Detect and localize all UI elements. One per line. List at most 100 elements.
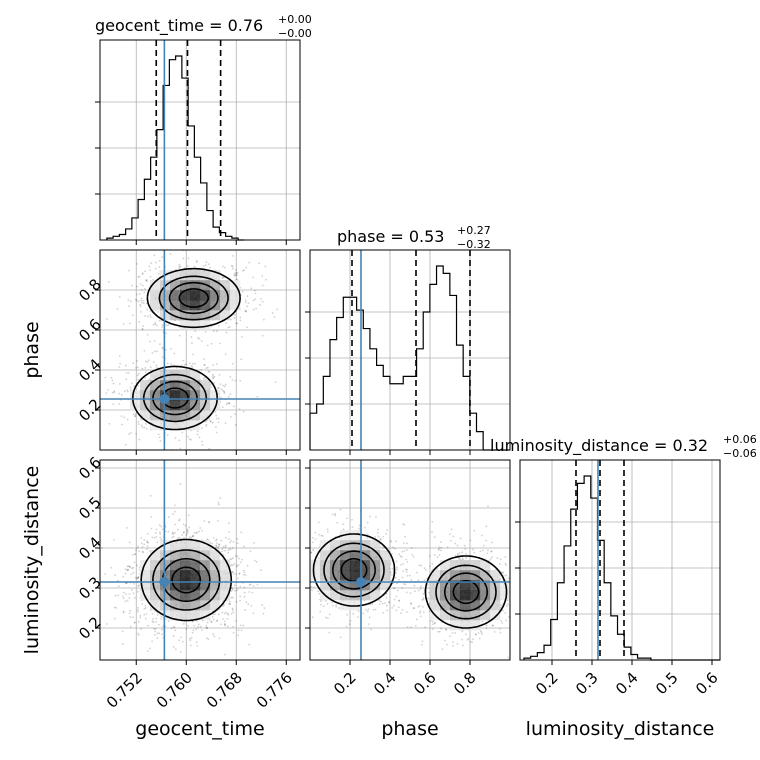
sample-point — [218, 543, 221, 546]
sample-point — [140, 424, 143, 427]
sample-point — [127, 390, 129, 393]
sample-point — [512, 561, 514, 563]
sample-point — [143, 538, 146, 541]
sample-point — [225, 322, 228, 325]
sample-point — [401, 609, 404, 611]
density-cell — [150, 370, 161, 381]
density-cell — [440, 560, 451, 571]
sample-point — [215, 538, 218, 541]
sample-point — [159, 439, 162, 442]
sample-point — [412, 555, 415, 558]
sample-point — [224, 536, 227, 539]
sample-point — [320, 603, 322, 606]
density-cell — [150, 300, 161, 311]
density-cell — [180, 600, 191, 611]
sample-point — [201, 529, 203, 532]
sample-point — [224, 623, 227, 626]
sample-point — [232, 540, 235, 543]
density-cell — [170, 610, 181, 621]
sample-point — [522, 569, 524, 571]
sample-point — [161, 628, 163, 631]
sample-point — [405, 568, 407, 571]
sample-point — [127, 569, 130, 571]
sample-point — [237, 577, 239, 580]
sample-point — [236, 564, 238, 567]
sample-point — [403, 542, 405, 545]
density-cell — [210, 550, 221, 561]
sample-point — [225, 544, 227, 547]
sample-point — [172, 513, 174, 515]
sample-point — [226, 617, 229, 620]
sample-point — [141, 273, 144, 275]
sample-point — [171, 532, 174, 535]
sample-point — [140, 297, 143, 300]
sample-point — [131, 567, 133, 570]
density-cell — [220, 300, 231, 311]
sample-point — [219, 497, 222, 499]
sample-point — [233, 562, 236, 565]
density-cell — [460, 580, 471, 591]
sample-point — [218, 637, 221, 640]
sample-point — [512, 632, 514, 634]
sample-point — [477, 632, 480, 635]
sample-point — [230, 590, 233, 592]
sample-point — [362, 612, 365, 615]
sample-point — [499, 628, 502, 630]
sample-point — [242, 573, 245, 576]
sample-point — [233, 272, 236, 275]
sample-point — [439, 541, 442, 543]
sample-point — [201, 443, 204, 446]
sample-point — [224, 266, 226, 269]
sample-point — [161, 633, 163, 636]
sample-point — [252, 308, 255, 311]
density-cell — [190, 610, 201, 621]
sample-point — [440, 549, 442, 552]
sample-point — [396, 568, 398, 571]
sample-point — [149, 316, 152, 319]
sample-point — [141, 550, 144, 553]
density-cell — [170, 540, 181, 551]
sample-point — [113, 390, 116, 393]
sample-point — [278, 543, 280, 545]
sample-point — [311, 589, 313, 592]
sample-point — [276, 308, 278, 311]
sample-point — [244, 299, 247, 302]
sample-point — [203, 376, 206, 379]
sample-point — [141, 603, 144, 605]
sample-point — [412, 607, 415, 610]
sample-point — [403, 524, 406, 526]
density-cell — [190, 370, 201, 381]
sample-point — [137, 420, 140, 423]
sample-point — [481, 632, 483, 635]
sample-point — [393, 598, 396, 601]
sample-point — [191, 535, 194, 538]
sample-point — [335, 604, 338, 607]
sample-point — [205, 367, 208, 370]
sample-point — [187, 514, 190, 517]
sample-point — [312, 548, 315, 551]
sample-point — [244, 310, 247, 312]
sample-point — [134, 553, 136, 555]
sample-point — [147, 359, 150, 362]
sample-point — [154, 630, 157, 633]
sample-point — [214, 410, 217, 413]
sample-point — [224, 422, 227, 425]
sample-point — [243, 591, 246, 594]
sample-point — [503, 574, 505, 577]
sample-point — [431, 628, 434, 630]
sample-point — [173, 352, 176, 355]
sample-point — [243, 269, 245, 272]
sample-point — [252, 299, 255, 302]
sample-point — [417, 589, 420, 592]
sample-point — [215, 544, 217, 547]
sample-point — [235, 273, 238, 276]
sample-point — [215, 426, 217, 428]
sample-point — [310, 551, 313, 554]
sample-point — [296, 618, 298, 620]
sample-point — [145, 280, 148, 283]
sample-point — [190, 438, 192, 441]
sample-point — [227, 522, 230, 525]
sample-point — [203, 520, 206, 522]
sample-point — [147, 315, 149, 318]
sample-point — [134, 413, 137, 416]
